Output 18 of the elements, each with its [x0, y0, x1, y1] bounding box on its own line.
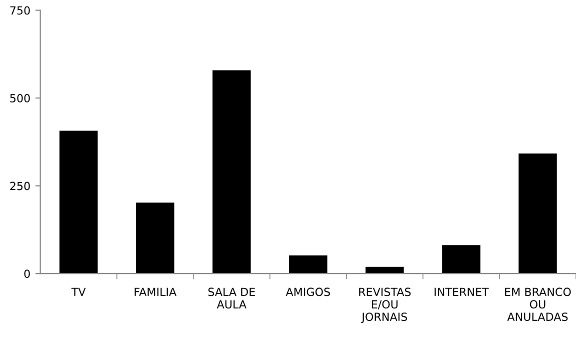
bar: [212, 70, 251, 274]
bar: [518, 154, 557, 274]
bar: [442, 245, 480, 274]
y-tick-label: 0: [24, 270, 30, 278]
x-tick-label: INTERNET: [434, 288, 489, 296]
y-tick-label: 500: [10, 94, 30, 102]
x-tick-label: FAMILIA: [134, 288, 176, 296]
x-tick-label: TV: [71, 288, 86, 296]
bar: [366, 266, 404, 274]
x-tick-label: AMIGOS: [286, 288, 330, 296]
bar: [136, 202, 174, 274]
y-tick-label: 250: [10, 182, 30, 190]
x-tick-label: REVISTAS E/OU JORNAIS: [359, 288, 411, 324]
bar: [289, 255, 328, 274]
bar: [59, 130, 98, 274]
y-tick-label: 750: [10, 6, 30, 15]
x-tick-label: SALA DE AULA: [208, 288, 255, 309]
x-tick-label: EM BRANCO OU ANULADAS: [505, 288, 571, 321]
